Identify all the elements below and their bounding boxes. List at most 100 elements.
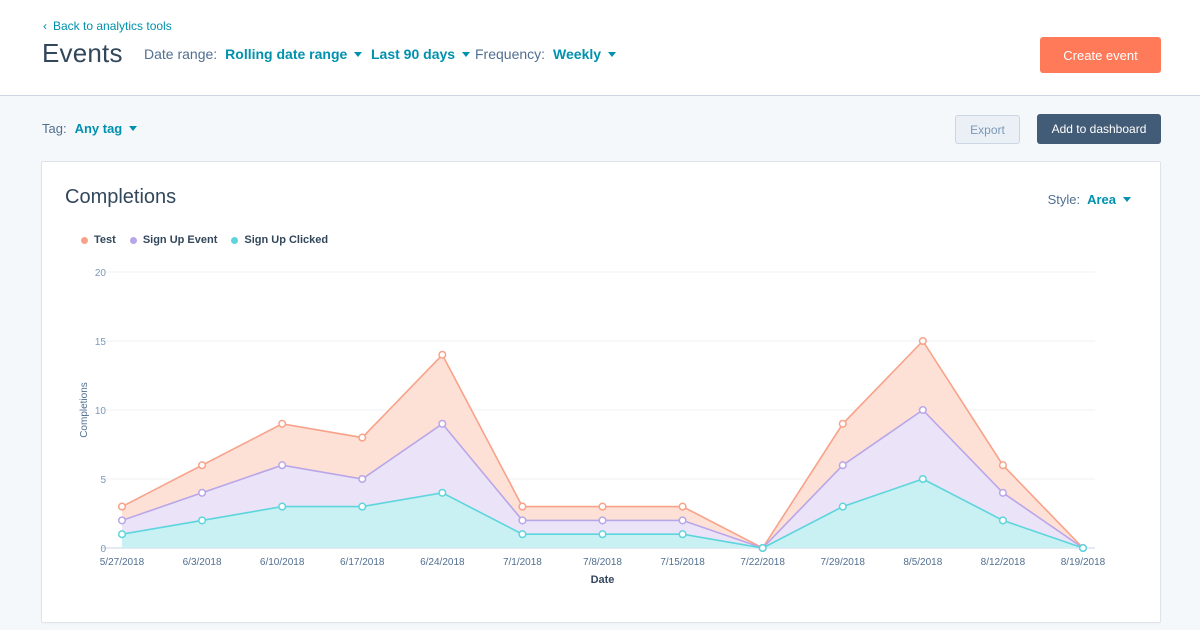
data-point-test	[358, 433, 367, 442]
x-tick-label: 7/1/2018	[503, 557, 542, 568]
create-event-button[interactable]: Create event	[1040, 37, 1161, 73]
legend-label: Sign Up Event	[142, 234, 218, 246]
data-point-sign-up-clicked	[438, 488, 447, 497]
x-tick-label: 7/29/2018	[821, 557, 866, 568]
data-point-sign-up-clicked	[678, 530, 687, 539]
back-link-label: Back to analytics tools	[53, 19, 172, 33]
data-point-test	[998, 461, 1007, 470]
data-point-sign-up-event	[518, 516, 527, 525]
completions-card: Completions Style: Area Test Sign Up Eve…	[41, 161, 1161, 623]
data-point-test	[678, 502, 687, 511]
data-point-test	[838, 419, 847, 428]
completions-chart: 0 5 10 15 20 5/27/2018 6/3/2018 6/10/2018 6/17/2…	[79, 268, 1106, 586]
tag-value: Any tag	[74, 121, 123, 136]
style-selector: Style: Area	[1048, 192, 1131, 207]
legend-item-sign-up-clicked[interactable]: Sign Up Clicked	[231, 234, 328, 246]
data-point-sign-up-clicked	[518, 530, 527, 539]
data-point-sign-up-event	[998, 488, 1007, 497]
legend-item-test[interactable]: Test	[81, 234, 116, 246]
data-point-sign-up-event	[278, 461, 287, 470]
legend-dot-icon	[129, 236, 137, 244]
x-tick-label: 7/15/2018	[660, 557, 705, 568]
data-point-test	[198, 461, 207, 470]
legend-label: Sign Up Clicked	[244, 234, 329, 246]
data-point-sign-up-event	[438, 419, 447, 428]
data-point-sign-up-event	[678, 516, 687, 525]
x-tick-label: 8/12/2018	[981, 557, 1026, 568]
data-point-test	[598, 502, 607, 511]
area-sign-up-clicked	[122, 479, 1083, 548]
data-point-sign-up-clicked	[758, 543, 767, 553]
x-tick-label: 8/5/2018	[903, 557, 942, 568]
card-title: Completions	[65, 186, 177, 208]
tag-label: Tag:	[42, 121, 67, 136]
tag-filter: Tag: Any tag	[42, 121, 138, 136]
data-point-sign-up-event	[358, 474, 367, 484]
y-tick-label: 5	[100, 475, 106, 486]
x-tick-label: 5/27/2018	[100, 557, 145, 568]
chevron-left-icon: ‹	[43, 19, 47, 33]
x-axis-title: Date	[591, 574, 615, 586]
add-to-dashboard-button[interactable]: Add to dashboard	[1037, 114, 1161, 144]
y-tick-label: 0	[100, 544, 106, 555]
x-tick-label: 6/3/2018	[183, 557, 222, 568]
data-point-sign-up-clicked	[198, 516, 207, 525]
legend-label: Test	[94, 234, 116, 246]
period-dropdown[interactable]: Last 90 days	[371, 46, 471, 62]
data-point-sign-up-clicked	[358, 502, 367, 511]
x-tick-label: 6/17/2018	[340, 557, 385, 568]
date-range-dropdown[interactable]: Rolling date range	[225, 46, 363, 62]
frequency-dropdown[interactable]: Weekly	[553, 46, 617, 62]
caret-down-icon	[129, 126, 138, 131]
legend-item-sign-up-event[interactable]: Sign Up Event	[129, 234, 218, 246]
top-header: ‹ Back to analytics tools Events Date ra…	[0, 0, 1200, 96]
date-range-value: Rolling date range	[225, 46, 348, 62]
data-point-test	[518, 502, 527, 511]
export-button[interactable]: Export	[955, 115, 1020, 144]
page-title: Events	[42, 38, 123, 68]
data-point-sign-up-clicked	[918, 474, 927, 484]
x-tick-label: 6/24/2018	[420, 557, 465, 568]
y-tick-label: 10	[95, 406, 107, 417]
caret-down-icon	[1123, 197, 1131, 202]
back-to-analytics-link[interactable]: ‹ Back to analytics tools	[43, 19, 172, 33]
legend-dot-icon	[81, 236, 88, 244]
period-filter: Last 90 days	[371, 46, 471, 62]
caret-down-icon	[354, 51, 363, 57]
x-tick-label: 6/10/2018	[260, 557, 305, 568]
y-axis-title: Completions	[79, 382, 90, 438]
style-dropdown[interactable]: Area	[1087, 192, 1131, 207]
data-point-sign-up-clicked	[278, 502, 287, 511]
frequency-filter: Frequency: Weekly	[475, 46, 617, 62]
x-tick-label: 7/8/2018	[583, 557, 622, 568]
date-range-filter: Date range: Rolling date range	[144, 46, 363, 62]
data-point-sign-up-event	[117, 516, 127, 525]
data-point-test	[918, 336, 927, 346]
legend-dot-icon	[231, 236, 239, 244]
data-point-sign-up-clicked	[598, 530, 607, 539]
y-tick-label: 15	[95, 337, 107, 348]
tag-dropdown[interactable]: Any tag	[75, 121, 138, 136]
data-point-sign-up-event	[838, 461, 847, 470]
style-value: Area	[1087, 192, 1116, 207]
data-point-sign-up-clicked	[838, 502, 847, 511]
data-point-test	[278, 419, 287, 428]
chart-legend: Test Sign Up Event Sign Up Clicked	[81, 234, 328, 246]
caret-down-icon	[608, 51, 617, 57]
data-point-sign-up-event	[918, 405, 927, 415]
x-tick-label: 8/19/2018	[1061, 557, 1106, 568]
x-tick-label: 7/22/2018	[740, 557, 785, 568]
data-point-sign-up-clicked	[1078, 543, 1088, 553]
caret-down-icon	[462, 51, 471, 57]
data-point-sign-up-clicked	[998, 516, 1007, 525]
period-value: Last 90 days	[371, 46, 456, 62]
data-point-sign-up-clicked	[117, 530, 127, 539]
data-point-sign-up-event	[598, 516, 607, 525]
style-label: Style:	[1047, 192, 1081, 207]
data-point-test	[117, 502, 127, 511]
frequency-label: Frequency:	[475, 46, 546, 62]
date-range-label: Date range:	[144, 46, 218, 62]
frequency-value: Weekly	[553, 46, 602, 62]
y-tick-label: 20	[95, 268, 107, 279]
data-point-sign-up-event	[198, 488, 207, 497]
